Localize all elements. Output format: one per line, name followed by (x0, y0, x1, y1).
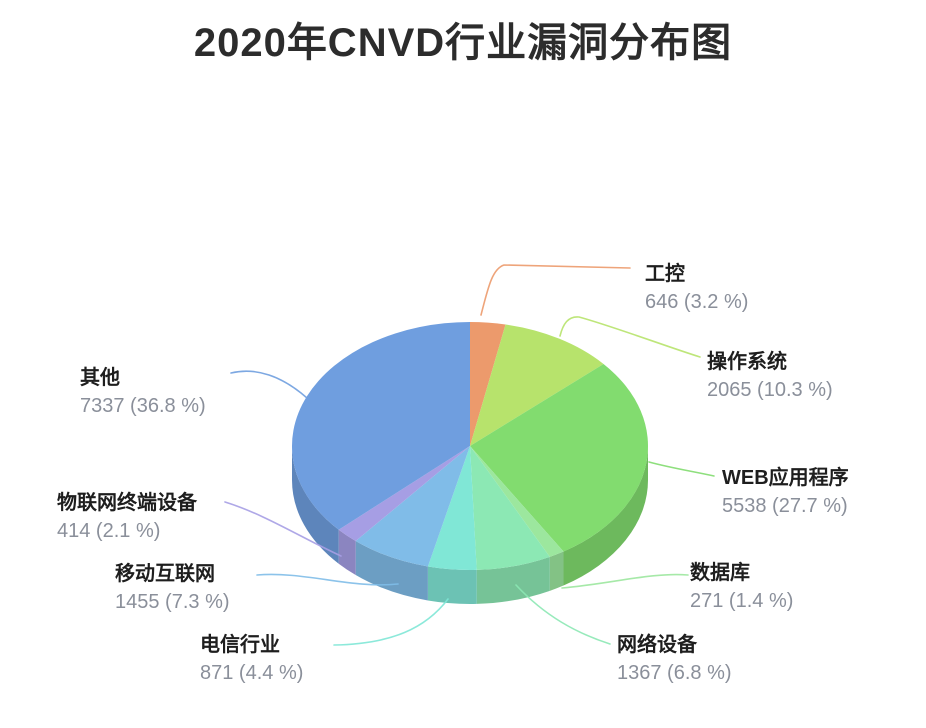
callout-mobile-internet: 移动互联网 1455 (7.3 %) (115, 561, 230, 615)
callout-label: 物联网终端设备 (57, 492, 197, 514)
callout-iot-terminal-device: 物联网终端设备 414 (2.1 %) (57, 490, 197, 544)
pie-slice-web-application[interactable] (470, 363, 648, 552)
callout-label: 工控 (645, 263, 685, 285)
callout-industrial-control: 工控 646 (3.2 %) (645, 261, 748, 315)
callout-value: 646 (3.2 %) (645, 291, 749, 313)
pie-slice-side-database (549, 551, 564, 591)
pie-top-slices (292, 322, 648, 570)
leader-lines (224, 264, 715, 646)
callout-web-application: WEB应用程序 5538 (27.7 %) (722, 465, 849, 519)
callout-value: 2065 (10.3 %) (707, 379, 833, 401)
pie-slice-database[interactable] (470, 446, 564, 557)
callout-value: 271 (1.4 %) (690, 590, 794, 612)
leader-line-web-application (648, 461, 715, 477)
callout-database: 数据库 271 (1.4 %) (690, 560, 793, 614)
callout-value: 5538 (27.7 %) (722, 495, 848, 517)
pie-slice-industrial-control[interactable] (470, 322, 506, 446)
leader-line-network-device (515, 584, 611, 645)
leader-line-telecom-industry (333, 598, 449, 646)
callout-other: 其他 7337 (36.8 %) (80, 365, 206, 419)
callout-value: 871 (4.4 %) (200, 662, 304, 684)
pie-slice-operating-system[interactable] (470, 324, 604, 446)
callout-label: WEB应用程序 (722, 467, 849, 489)
leader-line-mobile-internet (256, 573, 399, 586)
callout-label: 电信行业 (200, 634, 280, 656)
callout-label: 数据库 (690, 562, 750, 584)
callout-value: 414 (2.1 %) (57, 520, 161, 542)
pie-slice-side-telecom-industry (427, 566, 477, 604)
pie-slice-other[interactable] (292, 322, 470, 530)
callout-label: 其他 (80, 367, 120, 389)
leader-line-operating-system (559, 316, 701, 358)
pie-slice-side-network-device (476, 556, 550, 604)
leader-line-other (230, 370, 308, 399)
chart-title: 2020年CNVD行业漏洞分布图 (193, 21, 733, 65)
callout-operating-system: 操作系统 2065 (10.3 %) (707, 349, 833, 403)
leader-line-iot-terminal-device (224, 501, 342, 557)
pie-slice-telecom-industry[interactable] (427, 446, 477, 570)
callout-label: 操作系统 (707, 351, 787, 373)
pie-slice-iot-terminal-device[interactable] (338, 446, 470, 542)
pie-slice-side-other (292, 446, 339, 564)
pie-slice-side-mobile-internet (355, 541, 428, 601)
leader-line-database (561, 573, 689, 589)
callout-label: 网络设备 (617, 634, 697, 656)
pie-slice-network-device[interactable] (470, 446, 550, 570)
pie-slice-mobile-internet[interactable] (355, 446, 470, 567)
leader-line-industrial-control (480, 264, 631, 316)
pie-side-walls (292, 446, 648, 604)
pie-slice-side-iot-terminal-device (338, 529, 356, 576)
callout-label: 移动互联网 (115, 563, 215, 585)
pie-slice-side-web-application (563, 446, 648, 586)
callout-network-device: 网络设备 1367 (6.8 %) (617, 632, 732, 686)
callout-value: 1455 (7.3 %) (115, 591, 230, 613)
callout-value: 7337 (36.8 %) (80, 395, 206, 417)
callout-telecom-industry: 电信行业 871 (4.4 %) (200, 632, 303, 686)
callout-value: 1367 (6.8 %) (617, 662, 732, 684)
